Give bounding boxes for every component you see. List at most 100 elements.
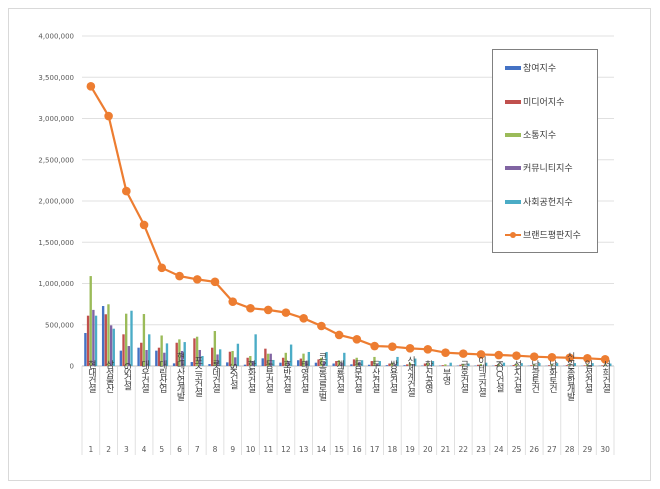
bar-3 <box>444 364 447 366</box>
bar-4 <box>269 353 272 366</box>
bar-3 <box>373 356 376 366</box>
bar-3 <box>302 353 305 366</box>
legend-line-marker <box>505 231 521 238</box>
line-point <box>334 330 344 340</box>
bar-5 <box>360 360 364 366</box>
bar-1 <box>101 306 105 366</box>
bar-2 <box>335 361 338 366</box>
bar-4 <box>109 325 113 366</box>
bar-2 <box>104 314 107 366</box>
bar-4 <box>429 365 432 366</box>
bar-2 <box>86 315 90 366</box>
category-label: 대림산업 <box>157 360 167 393</box>
bar-2 <box>512 365 515 366</box>
bar-5 <box>396 356 399 366</box>
bar-1 <box>350 364 353 366</box>
bar-4 <box>163 352 166 366</box>
y-tick-label: 3,500,000 <box>38 74 74 82</box>
bar-5 <box>591 363 594 366</box>
line-point <box>370 341 379 351</box>
bar-5 <box>148 334 151 366</box>
category-label: 남화토건 <box>547 360 557 393</box>
rank-label: 9 <box>230 445 235 454</box>
bar-5 <box>343 352 346 366</box>
bar-4 <box>127 346 131 366</box>
bar-5 <box>307 351 311 366</box>
bar-2 <box>388 363 391 366</box>
line-point <box>86 82 96 91</box>
category-label: 코오롱글로벌 <box>316 352 326 401</box>
line-point <box>317 321 326 331</box>
bar-4 <box>287 361 290 366</box>
bar-3 <box>408 362 412 366</box>
bar-5 <box>555 363 559 366</box>
rank-label: 2 <box>106 445 111 454</box>
line-point <box>494 350 504 360</box>
rank-label: 22 <box>458 445 468 454</box>
bar-5 <box>94 315 98 366</box>
line-point <box>423 345 433 354</box>
bar-2 <box>494 365 498 366</box>
bar-3 <box>479 363 483 366</box>
bar-5 <box>520 363 523 366</box>
bar-2 <box>583 365 586 366</box>
category-label: 삼성물산 <box>104 360 114 393</box>
bar-2 <box>406 364 409 366</box>
category-label: 동문건설 <box>352 360 362 393</box>
bar-5 <box>112 328 115 366</box>
y-tick-label: 500,000 <box>45 321 74 329</box>
bar-5 <box>609 363 612 366</box>
rank-label: 30 <box>600 445 610 454</box>
legend-item: 사회공헌지수 <box>505 195 573 208</box>
bar-3 <box>603 364 607 366</box>
legend-item: 참여지수 <box>505 61 556 74</box>
line-point <box>405 344 415 353</box>
bar-3 <box>89 276 92 366</box>
legend-label: 미디어지수 <box>523 98 565 108</box>
bar-3 <box>515 363 518 366</box>
y-tick-label: 2,000,000 <box>38 198 74 206</box>
line-point <box>192 275 202 284</box>
legend-swatch <box>505 99 521 104</box>
rank-label: 10 <box>246 445 256 454</box>
rank-label: 13 <box>299 445 309 454</box>
bar-4 <box>180 350 184 366</box>
bar-1 <box>385 365 389 366</box>
bar-5 <box>484 362 488 366</box>
y-tick-label: 1,000,000 <box>38 280 74 288</box>
legend-swatch <box>505 132 521 137</box>
rank-label: 4 <box>142 445 147 454</box>
bar-3 <box>586 364 589 366</box>
category-label: 신원종합개발 <box>565 352 575 401</box>
bar-4 <box>375 363 379 366</box>
y-tick-label: 1,500,000 <box>38 239 74 247</box>
chart-frame <box>8 8 651 481</box>
bar-3 <box>355 357 358 366</box>
line-point <box>529 352 539 361</box>
rank-label: 18 <box>388 445 398 454</box>
category-label: 이테크건설 <box>476 356 486 397</box>
line-point <box>210 277 220 287</box>
category-label: 호반건설 <box>281 360 291 393</box>
bar-2 <box>175 342 178 366</box>
y-tick-label: 4,000,000 <box>38 33 74 41</box>
legend-item: 커뮤니티지수 <box>505 161 573 174</box>
category-label: 금호건설 <box>458 360 468 393</box>
category-label: 태영건설 <box>299 360 309 393</box>
bar-3 <box>532 364 536 366</box>
bar-3 <box>568 364 571 366</box>
bar-1 <box>261 358 264 366</box>
bar-5 <box>218 349 222 366</box>
rank-label: 14 <box>317 445 327 454</box>
category-label: 동부건설 <box>263 360 273 393</box>
rank-label: 6 <box>177 445 182 454</box>
category-label: 서희건설 <box>600 360 610 393</box>
bar-5 <box>538 363 541 366</box>
bar-5 <box>201 356 204 366</box>
line-point <box>175 271 184 281</box>
rank-label: 20 <box>423 445 433 454</box>
bar-5 <box>325 351 328 366</box>
bar-1 <box>137 347 140 366</box>
line-point <box>476 350 486 359</box>
bar-2 <box>317 359 320 366</box>
